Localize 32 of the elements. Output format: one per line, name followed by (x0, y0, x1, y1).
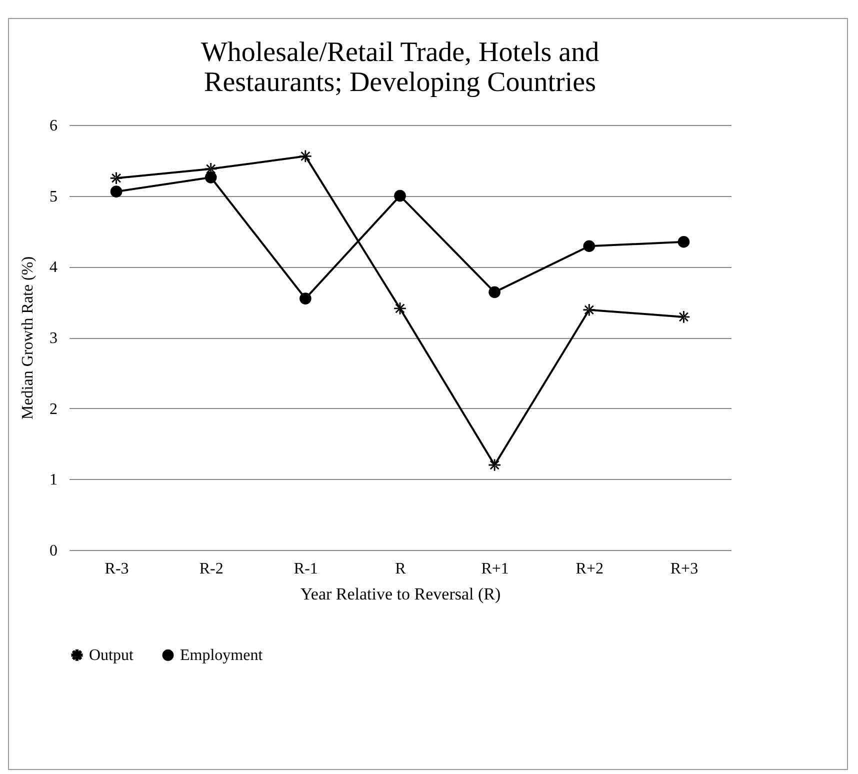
x-tick-label: R+3 (670, 560, 698, 578)
y-tick-label: 2 (50, 400, 58, 418)
y-tick-label: 6 (50, 118, 58, 134)
point (110, 172, 122, 184)
point (583, 304, 596, 316)
point (394, 190, 406, 202)
x-tick-label: R-2 (199, 560, 224, 578)
point (678, 236, 690, 248)
point (394, 302, 406, 314)
x-tick-label: R-3 (104, 560, 129, 578)
x-tick-label: R-1 (294, 560, 318, 578)
y-axis-title: Median Growth Rate (%) (20, 256, 36, 420)
point (488, 459, 500, 471)
point (300, 150, 312, 162)
point (678, 311, 690, 323)
x-axis-title: Year Relative to Reversal (R) (300, 584, 501, 604)
x-tick-label: R+1 (481, 560, 509, 578)
point (488, 286, 500, 298)
x-tick-label: R+2 (576, 560, 604, 578)
y-tick-label: 5 (50, 188, 58, 206)
y-tick-label: 0 (50, 542, 58, 560)
y-tick-label: 4 (50, 259, 58, 276)
point (110, 186, 122, 198)
x-tick-label: R (395, 560, 406, 578)
legend-label: Employment (180, 647, 264, 664)
chart-title: Wholesale/Retail Trade, Hotels and Restaurants; Developing Countries (200, 37, 600, 98)
point (204, 172, 217, 184)
y-tick-label: 3 (50, 330, 58, 347)
y-tick-label: 1 (50, 472, 58, 489)
point (300, 292, 312, 304)
legend-label: Output (89, 647, 134, 664)
point (583, 240, 596, 252)
